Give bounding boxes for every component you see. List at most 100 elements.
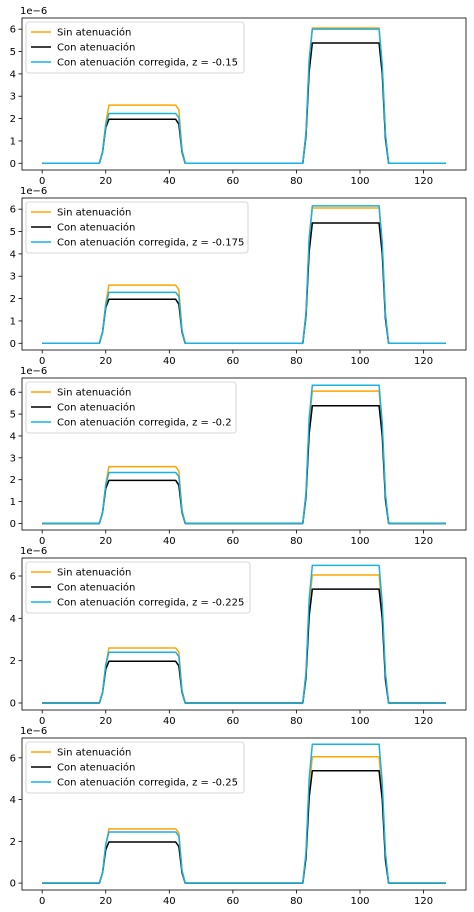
y-offset-label: 1e−6	[20, 6, 47, 17]
x-tick-label: 0	[39, 536, 45, 547]
axes-frame	[21, 377, 467, 531]
y-tick-label: 6	[10, 571, 16, 582]
y-tick-label: 4	[10, 249, 16, 260]
legend-box	[25, 201, 249, 254]
x-tick-label: 80	[290, 716, 303, 727]
x-tick-label: 80	[290, 536, 303, 547]
x-tick-label: 100	[350, 716, 369, 727]
x-tick-label: 100	[350, 356, 369, 367]
legend-label: Sin atenuación	[57, 567, 131, 579]
chart-panel-5: 0 20 40 60 80 100 120 0 2 4 6 1e−6 Sin atenuación Con…	[10, 726, 467, 907]
series-line-3	[42, 384, 446, 525]
legend-label: Con atenuación	[57, 402, 135, 414]
y-tick-label: 2	[10, 475, 16, 486]
y-tick-label: 4	[10, 431, 16, 442]
legend-box	[25, 381, 237, 434]
y-tick-label: 5	[10, 227, 16, 238]
x-tick-label: 60	[227, 536, 240, 547]
y-offset-label: 1e−6	[20, 366, 47, 377]
axes-frame	[21, 557, 467, 711]
x-tick-label: 60	[227, 176, 240, 187]
y-tick-label: 3	[10, 92, 16, 103]
y-offset-label: 1e−6	[20, 546, 47, 557]
x-tick-label: 120	[414, 176, 433, 187]
x-tick-label: 40	[163, 716, 176, 727]
x-tick-label: 40	[163, 176, 176, 187]
series-line-3	[42, 564, 446, 704]
x-tick-label: 100	[350, 896, 369, 907]
x-tick-label: 60	[227, 716, 240, 727]
y-tick-label: 1	[10, 136, 16, 147]
legend-label: Sin atenuación	[57, 207, 131, 219]
x-tick-label: 120	[414, 536, 433, 547]
chart-panel-1: 0 20 40 60 80 100 120 0 1 2 3 4 5 6 1e−6 Sin atenuación…	[10, 6, 467, 187]
x-tick-label: 20	[99, 716, 112, 727]
axes-frame	[21, 17, 467, 171]
x-tick-label: 80	[290, 896, 303, 907]
y-tick-label: 1	[10, 316, 16, 327]
legend-label: Con atenuación corregida, z = -0.25	[57, 777, 238, 789]
chart-panel-4: 0 20 40 60 80 100 120 0 2 4 6 1e−6 Sin atenuación Con…	[10, 546, 467, 727]
y-tick-label: 2	[10, 114, 16, 125]
legend-box	[25, 741, 245, 794]
y-tick-label: 6	[10, 388, 16, 399]
legend-label: Con atenuación	[57, 582, 135, 594]
x-tick-label: 0	[39, 896, 45, 907]
x-tick-label: 80	[290, 176, 303, 187]
y-tick-label: 4	[10, 69, 16, 80]
legend-label: Con atenuación corregida, z = -0.15	[57, 57, 238, 69]
axes-frame	[21, 197, 467, 351]
x-tick-label: 60	[227, 896, 240, 907]
y-tick-label: 4	[10, 614, 16, 625]
legend-label: Con atenuación	[57, 42, 135, 54]
y-tick-label: 2	[10, 837, 16, 848]
y-tick-label: 4	[10, 795, 16, 806]
x-tick-label: 20	[99, 896, 112, 907]
y-tick-label: 0	[10, 339, 16, 350]
legend-label: Con atenuación corregida, z = -0.225	[57, 597, 244, 609]
y-tick-label: 0	[10, 879, 16, 890]
y-tick-label: 0	[10, 519, 16, 530]
x-tick-label: 40	[163, 536, 176, 547]
y-tick-label: 2	[10, 294, 16, 305]
chart-panel-2: 0 20 40 60 80 100 120 0 1 2 3 4 5 6 1e−6 Sin atenuación…	[10, 186, 467, 367]
x-tick-label: 40	[163, 896, 176, 907]
x-tick-label: 100	[350, 536, 369, 547]
x-tick-label: 80	[290, 356, 303, 367]
x-tick-label: 0	[39, 716, 45, 727]
legend-label: Sin atenuación	[57, 747, 131, 759]
legend-box	[25, 561, 251, 614]
legend-label: Sin atenuación	[57, 387, 131, 399]
y-tick-label: 6	[10, 205, 16, 216]
x-tick-label: 20	[99, 176, 112, 187]
legend-box	[25, 21, 245, 74]
x-tick-label: 0	[39, 356, 45, 367]
legend-label: Con atenuación	[57, 762, 135, 774]
x-tick-label: 120	[414, 716, 433, 727]
series-line-3	[42, 205, 446, 345]
legend-label: Con atenuación corregida, z = -0.2	[57, 417, 232, 429]
legend-label: Con atenuación corregida, z = -0.175	[57, 237, 244, 249]
x-tick-label: 60	[227, 356, 240, 367]
y-tick-label: 0	[10, 159, 16, 170]
x-tick-label: 0	[39, 176, 45, 187]
y-tick-label: 3	[10, 453, 16, 464]
legend-label: Con atenuación	[57, 222, 135, 234]
x-tick-label: 40	[163, 356, 176, 367]
y-offset-label: 1e−6	[20, 186, 47, 197]
y-tick-label: 5	[10, 47, 16, 58]
y-tick-label: 5	[10, 410, 16, 421]
y-tick-label: 6	[10, 25, 16, 36]
chart-panel-3: 0 20 40 60 80 100 120 0 1 2 3 4 5 6 1e−6 Sin atenuación…	[10, 366, 467, 547]
x-tick-label: 100	[350, 176, 369, 187]
y-tick-label: 0	[10, 699, 16, 710]
y-tick-label: 1	[10, 497, 16, 508]
x-tick-label: 20	[99, 356, 112, 367]
y-tick-label: 6	[10, 753, 16, 764]
series-line-3	[42, 743, 446, 884]
axes-frame	[21, 737, 467, 891]
legend-label: Sin atenuación	[57, 27, 131, 39]
x-tick-label: 20	[99, 536, 112, 547]
x-tick-label: 120	[414, 896, 433, 907]
